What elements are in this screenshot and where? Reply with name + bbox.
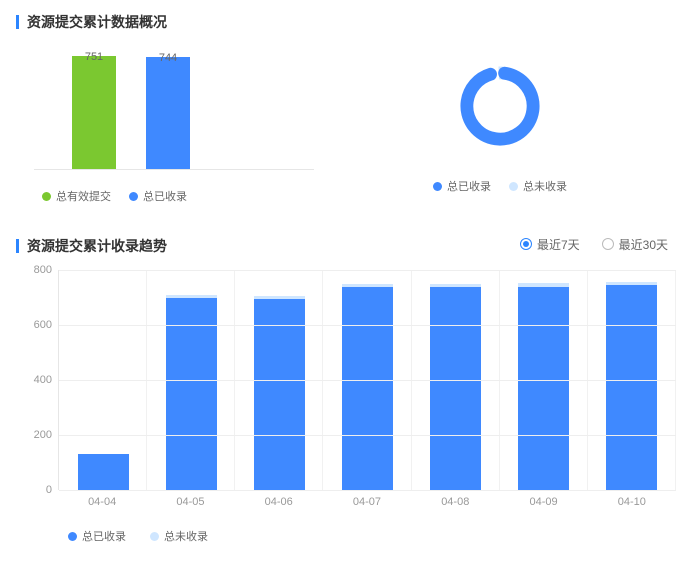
legend-label: 总已收录 bbox=[82, 528, 126, 544]
x-tick-label: 04-09 bbox=[499, 490, 587, 520]
trend-x-axis: 04-0404-0504-0604-0704-0804-0904-10 bbox=[58, 490, 676, 520]
x-tick-label: 04-07 bbox=[323, 490, 411, 520]
gridline bbox=[59, 435, 676, 436]
range-radio[interactable]: 最近30天 bbox=[602, 236, 668, 253]
trend-title-text: 资源提交累计收录趋势 bbox=[27, 236, 167, 256]
summary-bar-legend: 总有效提交 总已收录 bbox=[42, 182, 187, 204]
trend-plot-area bbox=[58, 270, 676, 490]
summary-bar-value: 744 bbox=[159, 52, 177, 64]
trend-bar bbox=[606, 282, 657, 490]
legend-label: 总已收录 bbox=[143, 188, 187, 204]
legend-label: 总有效提交 bbox=[56, 188, 111, 204]
legend-item: 总未收录 bbox=[509, 178, 567, 194]
gridline bbox=[59, 325, 676, 326]
range-radio-label: 最近7天 bbox=[537, 236, 580, 253]
range-radio-label: 最近30天 bbox=[619, 236, 668, 253]
radio-dot-icon bbox=[520, 238, 532, 250]
overview-title-text: 资源提交累计数据概况 bbox=[27, 12, 167, 32]
legend-item: 总已收录 bbox=[68, 528, 126, 544]
x-tick-label: 04-06 bbox=[235, 490, 323, 520]
legend-swatch bbox=[129, 192, 138, 201]
x-tick-label: 04-05 bbox=[146, 490, 234, 520]
trend-bar-recorded bbox=[78, 454, 129, 490]
summary-bar-value: 751 bbox=[85, 51, 103, 63]
trend-bar-recorded bbox=[254, 299, 305, 490]
trend-bar-recorded bbox=[166, 298, 217, 491]
summary-bar-chart: 751 744 总有效提交 总已收录 bbox=[24, 40, 324, 210]
gridline bbox=[59, 380, 676, 381]
legend-item: 总未收录 bbox=[150, 528, 208, 544]
x-tick-label: 04-10 bbox=[588, 490, 676, 520]
range-radio[interactable]: 最近7天 bbox=[520, 236, 580, 253]
trend-legend: 总已收录 总未收录 bbox=[68, 528, 700, 544]
legend-label: 总已收录 bbox=[447, 178, 491, 194]
x-tick-label: 04-04 bbox=[58, 490, 146, 520]
trend-bar-recorded bbox=[430, 287, 481, 491]
legend-item: 总已收录 bbox=[433, 178, 491, 194]
gridline bbox=[59, 270, 676, 271]
summary-donut-panel: 总已收录 总未收录 bbox=[324, 40, 676, 210]
y-tick-label: 400 bbox=[34, 374, 52, 386]
legend-item: 总已收录 bbox=[129, 188, 187, 204]
legend-swatch bbox=[68, 532, 77, 541]
y-tick-label: 600 bbox=[34, 319, 52, 331]
trend-bar bbox=[518, 283, 569, 490]
trend-chart: 0200400600800 04-0404-0504-0604-0704-080… bbox=[24, 270, 676, 520]
radio-dot-icon bbox=[602, 238, 614, 250]
summary-bar bbox=[68, 56, 120, 169]
summary-bar bbox=[142, 57, 194, 169]
legend-swatch bbox=[42, 192, 51, 201]
legend-swatch bbox=[433, 182, 442, 191]
trend-header: 资源提交累计收录趋势 最近7天 最近30天 bbox=[0, 224, 700, 264]
y-tick-label: 800 bbox=[34, 264, 52, 276]
overview-panel: 751 744 总有效提交 总已收录 总已收录 总未收录 bbox=[0, 40, 700, 224]
legend-label: 总未收录 bbox=[523, 178, 567, 194]
trend-y-axis: 0200400600800 bbox=[24, 270, 58, 490]
trend-bar bbox=[78, 454, 129, 490]
y-tick-label: 200 bbox=[34, 429, 52, 441]
summary-donut-chart bbox=[454, 60, 546, 152]
y-tick-label: 0 bbox=[46, 484, 52, 496]
summary-donut-legend: 总已收录 总未收录 bbox=[433, 172, 567, 194]
trend-title: 资源提交累计收录趋势 bbox=[16, 236, 167, 256]
x-tick-label: 04-08 bbox=[411, 490, 499, 520]
trend-bar bbox=[430, 284, 481, 490]
trend-range-radios: 最近7天 最近30天 bbox=[520, 236, 668, 253]
overview-title: 资源提交累计数据概况 bbox=[16, 12, 700, 32]
legend-swatch bbox=[509, 182, 518, 191]
legend-swatch bbox=[150, 532, 159, 541]
trend-bar-recorded bbox=[518, 287, 569, 491]
legend-label: 总未收录 bbox=[164, 528, 208, 544]
legend-item: 总有效提交 bbox=[42, 188, 111, 204]
trend-bar-recorded bbox=[342, 287, 393, 491]
trend-bar-recorded bbox=[606, 285, 657, 490]
trend-bar bbox=[342, 284, 393, 490]
